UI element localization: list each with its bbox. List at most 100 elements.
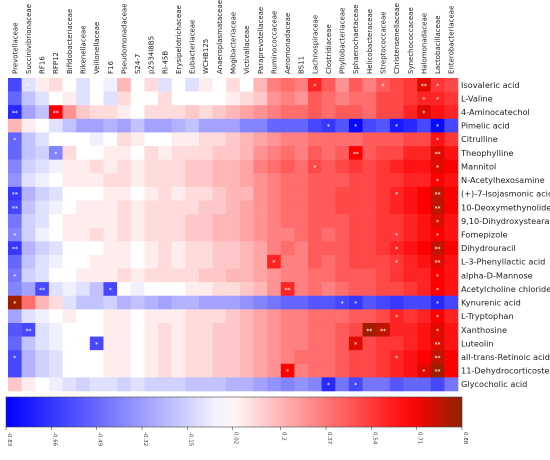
heatmap-cell bbox=[389, 118, 404, 133]
row-label: N-Acetylhexosamine bbox=[461, 175, 545, 185]
significance-mark: * bbox=[341, 301, 344, 308]
heatmap-cell bbox=[103, 91, 118, 106]
heatmap-cell bbox=[403, 350, 418, 365]
heatmap-cell bbox=[308, 322, 322, 337]
heatmap-cell bbox=[212, 363, 227, 378]
heatmap-cell bbox=[389, 186, 404, 201]
significance-mark: * bbox=[422, 369, 425, 376]
heatmap-cell bbox=[144, 91, 159, 106]
heatmap-cell bbox=[335, 268, 350, 283]
heatmap-cell bbox=[308, 363, 322, 378]
heatmap-cell bbox=[403, 295, 418, 310]
heatmap-cell bbox=[62, 105, 77, 120]
heatmap-cell bbox=[444, 363, 459, 378]
column-label: Streptococcaceae bbox=[380, 11, 388, 74]
heatmap-cell bbox=[348, 214, 363, 228]
heatmap-cell bbox=[117, 173, 132, 188]
heatmap-cell bbox=[158, 200, 172, 215]
heatmap-cell bbox=[321, 268, 336, 283]
heatmap-cell bbox=[239, 91, 254, 106]
heatmap-cell bbox=[48, 91, 63, 106]
heatmap-cell bbox=[294, 173, 309, 188]
heatmap-cell bbox=[158, 282, 172, 297]
heatmap-cell bbox=[171, 78, 186, 92]
heatmap-cell bbox=[294, 295, 309, 310]
column-label: Sphaerochaetaceae bbox=[352, 4, 360, 74]
heatmap-cell bbox=[103, 78, 118, 92]
heatmap-cell bbox=[76, 132, 91, 147]
significance-mark: * bbox=[13, 233, 16, 240]
heatmap-cell bbox=[253, 282, 268, 297]
heatmap-cell bbox=[158, 105, 172, 120]
heatmap-cell bbox=[48, 118, 63, 133]
heatmap-cell bbox=[294, 214, 309, 228]
heatmap-cell bbox=[389, 377, 404, 392]
heatmap-cell bbox=[21, 254, 36, 269]
heatmap-cell bbox=[171, 309, 186, 324]
significance-mark: * bbox=[395, 192, 398, 199]
row-label: Pimelic acid bbox=[461, 121, 510, 131]
heatmap-cell bbox=[335, 78, 350, 92]
row-label: Acetylcholine chloride bbox=[461, 284, 550, 294]
heatmap-cell bbox=[76, 159, 91, 174]
heatmap-cell bbox=[76, 350, 91, 365]
heatmap-cell bbox=[103, 132, 118, 147]
heatmap-cell bbox=[8, 309, 22, 324]
heatmap-cell bbox=[444, 350, 459, 365]
significance-mark: * bbox=[313, 164, 316, 171]
column-label: BS11 bbox=[298, 56, 306, 74]
heatmap-cell bbox=[130, 254, 145, 269]
heatmap-cell bbox=[144, 159, 159, 174]
heatmap-cell bbox=[239, 336, 254, 351]
colorbar-tick-label: 0.02 bbox=[233, 432, 239, 444]
heatmap-cell bbox=[239, 78, 254, 92]
heatmap-cell bbox=[76, 254, 91, 269]
heatmap-cell bbox=[308, 173, 322, 188]
heatmap-cell bbox=[117, 105, 132, 120]
heatmap-cell bbox=[308, 200, 322, 215]
heatmap-cell bbox=[348, 377, 363, 392]
heatmap-cell bbox=[198, 91, 213, 106]
heatmap-cell bbox=[348, 322, 363, 337]
row-label: alpha-D-Mannose bbox=[461, 270, 533, 280]
heatmap-cell bbox=[103, 241, 118, 256]
heatmap-cell bbox=[158, 336, 172, 351]
heatmap-cell bbox=[444, 241, 459, 256]
heatmap-cell bbox=[48, 214, 63, 228]
heatmap-cell bbox=[280, 91, 295, 106]
heatmap-cell bbox=[212, 214, 227, 228]
heatmap-cell bbox=[430, 377, 445, 392]
heatmap-cell bbox=[21, 363, 36, 378]
heatmap-cell bbox=[444, 268, 459, 283]
heatmap-cell bbox=[444, 214, 459, 228]
heatmap-cell bbox=[376, 282, 391, 297]
significance-mark: * bbox=[436, 314, 439, 321]
heatmap-cell bbox=[212, 336, 227, 351]
heatmap-cell bbox=[62, 282, 77, 297]
heatmap-cell bbox=[76, 146, 91, 160]
heatmap-cell bbox=[403, 336, 418, 351]
colorbar-tick-label: -0.66 bbox=[51, 432, 57, 447]
heatmap-cell bbox=[21, 336, 36, 351]
heatmap-cell bbox=[430, 186, 445, 201]
heatmap-cell bbox=[185, 377, 200, 392]
heatmap-cell bbox=[8, 268, 22, 283]
heatmap-cell bbox=[171, 350, 186, 365]
heatmap-cell bbox=[89, 254, 104, 269]
significance-mark: * bbox=[286, 369, 289, 376]
heatmap-cell bbox=[158, 214, 172, 228]
heatmap-cell bbox=[253, 322, 268, 337]
heatmap-cell bbox=[348, 268, 363, 283]
colorbar-tick-label: 0.88 bbox=[462, 432, 468, 445]
heatmap-cell bbox=[389, 146, 404, 160]
significance-mark: * bbox=[327, 382, 330, 389]
heatmap-cell bbox=[8, 186, 22, 201]
heatmap-cell bbox=[130, 91, 145, 106]
heatmap-cell bbox=[444, 118, 459, 133]
heatmap-cell bbox=[130, 282, 145, 297]
heatmap-cell bbox=[144, 78, 159, 92]
row-label: Citrulline bbox=[461, 134, 498, 144]
heatmap-cell bbox=[321, 254, 336, 269]
heatmap-cell bbox=[62, 295, 77, 310]
heatmap-cell bbox=[226, 146, 241, 160]
